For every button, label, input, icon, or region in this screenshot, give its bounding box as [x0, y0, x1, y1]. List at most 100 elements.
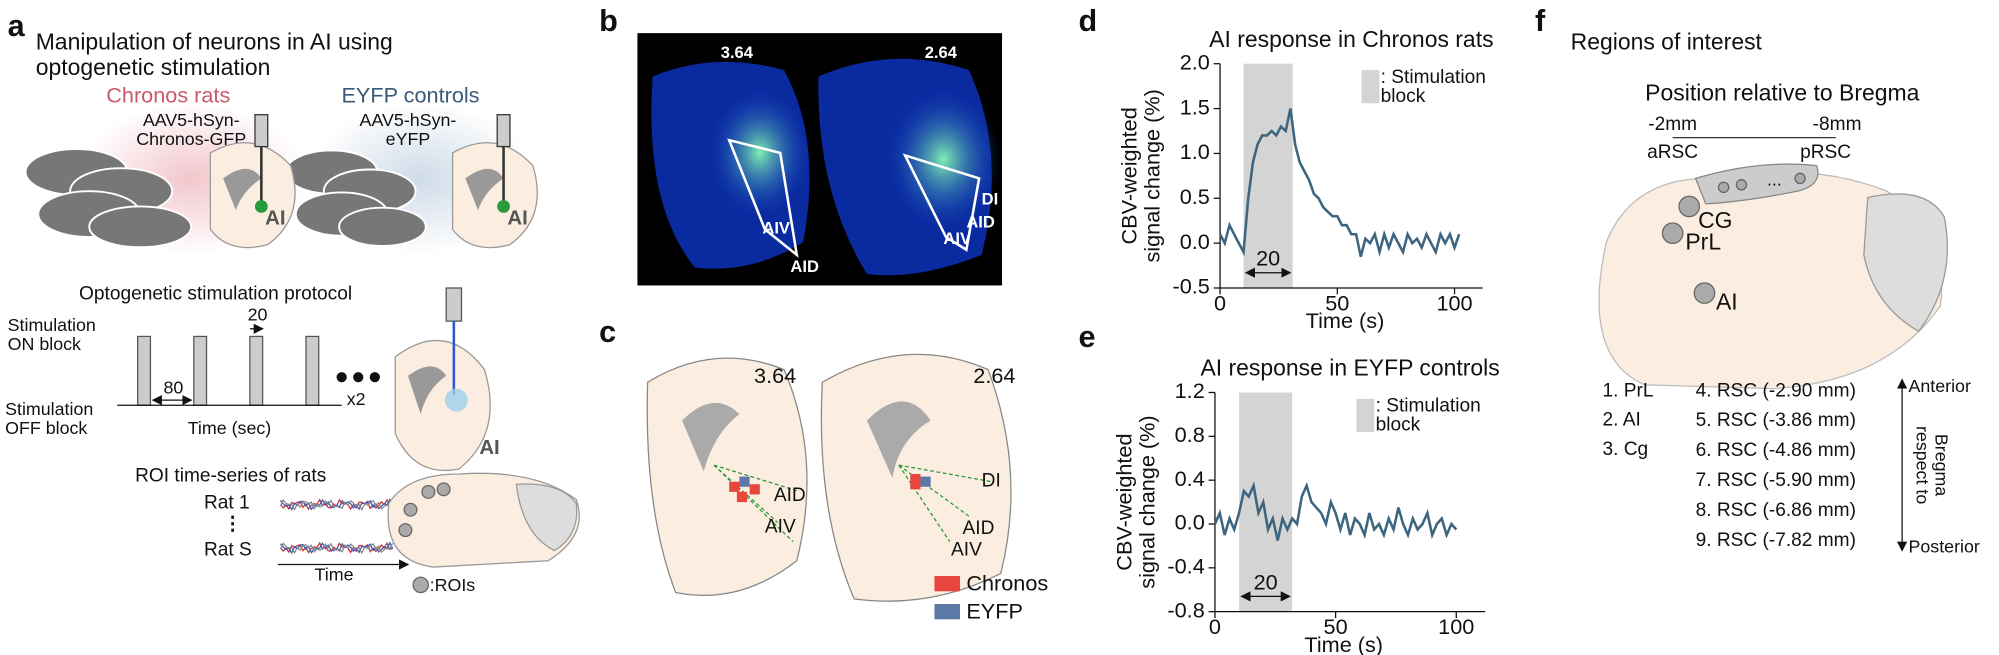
fiber: [445, 287, 463, 322]
legend-label: :ROIs: [430, 575, 476, 595]
legend-swatch: [934, 575, 960, 592]
region-boundary: [898, 464, 992, 542]
y-tick-label: -0.5: [1173, 274, 1210, 299]
panel-f: f Regions of interest Position relative …: [1535, 4, 1980, 557]
x-tick-label: 0: [1209, 614, 1221, 639]
region-label: AID: [774, 485, 806, 506]
y-tick-label: 0.8: [1175, 422, 1205, 447]
panel-label: d: [1079, 4, 1098, 38]
axis-label: respect to: [1913, 426, 1933, 504]
legend-swatch: [1356, 398, 1375, 432]
panel-label: b: [599, 4, 618, 38]
panel-label: a: [8, 9, 26, 43]
region-label: AIV: [762, 219, 790, 238]
y-axis-label: CBV-weighted: [1117, 107, 1142, 244]
range-label: -8mm: [1813, 114, 1862, 135]
cerebellum: [515, 483, 578, 552]
vdots: ⋮: [223, 514, 242, 535]
ventricle: [682, 402, 740, 472]
block-label: 20: [1256, 246, 1280, 271]
trace: [279, 498, 394, 512]
protocol-label: Stimulation: [5, 399, 93, 419]
region-label: DI: [982, 189, 999, 208]
y-tick-label: 0.0: [1175, 510, 1205, 535]
y-axis-label: signal change (%): [1134, 415, 1159, 588]
panel-title: Manipulation of neurons in AI using: [36, 28, 393, 54]
traces: [279, 498, 394, 555]
x-tick-label: 100: [1436, 290, 1472, 315]
legend-swatch: [1361, 70, 1380, 104]
subtitle: Position relative to Bregma: [1645, 79, 1919, 105]
trace: [279, 542, 394, 555]
x-axis-label: Time (s): [1304, 632, 1383, 655]
legend: Chronos EYFP: [934, 571, 1048, 624]
rat-label: Rat S: [204, 540, 252, 561]
panel-c: c 3.64 2.64 AID AIV DI AID AIV Chronos EY…: [599, 315, 1048, 624]
group-label: EYFP controls: [341, 83, 479, 108]
protocol-label: ON block: [8, 334, 81, 354]
region-label: AID: [790, 257, 819, 276]
brain-sections: [209, 114, 538, 249]
trace: [279, 498, 394, 511]
virus-label: eYFP: [386, 129, 431, 149]
panel-label: e: [1079, 320, 1096, 354]
region-label: AIV: [765, 517, 796, 538]
bregma-label: 2.64: [925, 43, 958, 62]
group-label: Chronos rats: [106, 83, 230, 108]
panel-e: e: [1079, 320, 1096, 354]
x-tick-label: 50: [1324, 614, 1348, 639]
x-axis-label: Time (s): [1306, 308, 1385, 333]
list-item: 2. AI: [1603, 410, 1641, 431]
ventricle: [866, 401, 931, 478]
region-boundary: [713, 464, 797, 543]
panel-a: a Manipulation of neurons in AI using op…: [5, 9, 580, 595]
legend-label: Chronos: [966, 571, 1048, 596]
range-label: -2mm: [1648, 114, 1697, 135]
axis-label: Time: [315, 565, 354, 585]
roi-label: CG: [1698, 207, 1732, 233]
panel-label: c: [599, 315, 616, 349]
bregma-label: 2.64: [973, 363, 1015, 388]
line: [1218, 108, 1461, 258]
placements: [729, 474, 931, 503]
roi-outline: [727, 138, 799, 258]
roi-outline: [902, 153, 981, 252]
list-item: 7. RSC (-5.90 mm): [1696, 470, 1856, 491]
x-tick-label: 100: [1438, 614, 1474, 639]
panel-label: f: [1535, 4, 1546, 38]
x-tick-label: 50: [1325, 290, 1349, 315]
range-label: pRSC: [1800, 142, 1851, 163]
stim-block: [1239, 392, 1293, 612]
axis-label: Time (sec): [188, 418, 272, 438]
section-outline: [646, 357, 808, 596]
list-item: 1. PrL: [1603, 380, 1654, 401]
y-axis-label: signal change (%): [1139, 89, 1164, 262]
y-axis-label: CBV-weighted: [1111, 433, 1136, 570]
y-tick-label: 0.5: [1180, 184, 1210, 209]
roi-label: AI: [1716, 288, 1738, 314]
y-tick-label: 1.2: [1175, 378, 1205, 403]
duration-label: 80: [163, 377, 183, 397]
protocol-label: Stimulation: [8, 315, 96, 335]
repeat-label: x2: [347, 389, 366, 409]
roi-list: 1. PrL 2. AI 3. Cg 4. RSC (-2.90 mm) 5. RSC …: [1603, 380, 1856, 551]
bregma-label: 3.64: [721, 43, 754, 62]
y-tick-label: 1.5: [1180, 94, 1210, 119]
ventricle: [407, 366, 447, 415]
panel-title: optogenetic stimulation: [36, 54, 271, 80]
y-tick-label: 2.0: [1180, 49, 1210, 74]
virus-label: AAV5-hSyn-: [360, 110, 457, 130]
list-item: 5. RSC (-3.86 mm): [1696, 410, 1856, 431]
trace: [279, 541, 394, 555]
section-title: Optogenetic stimulation protocol: [79, 283, 352, 304]
chart-title: AI response in Chronos rats: [1209, 26, 1493, 52]
axis-label: Bregma: [1932, 434, 1952, 496]
legend-label: block: [1381, 86, 1426, 107]
region-label: AID: [966, 212, 995, 231]
list-item: 3. Cg: [1603, 439, 1649, 460]
legend-label: : Stimulation: [1381, 67, 1486, 88]
region-label: DI: [982, 471, 1001, 492]
charts: AI response in Chronos rats : Stimulation…: [1111, 26, 1499, 655]
axis-end-label: Posterior: [1908, 537, 1979, 557]
